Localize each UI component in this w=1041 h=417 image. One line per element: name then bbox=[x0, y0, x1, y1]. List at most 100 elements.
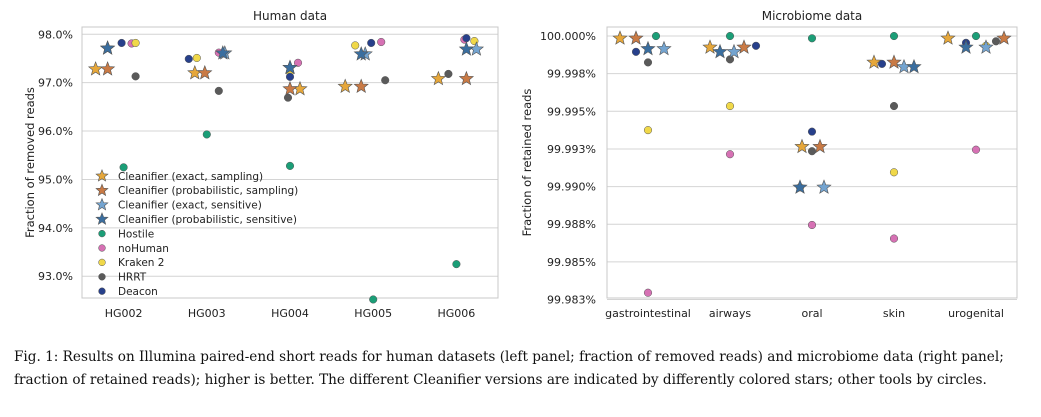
data-point-star-cs bbox=[712, 43, 728, 59]
data-point-star-cp bbox=[353, 78, 369, 94]
y-tick-label: 95.0% bbox=[38, 173, 73, 186]
legend-label-nh: noHuman bbox=[118, 243, 169, 255]
legend-marker-ce bbox=[95, 168, 109, 182]
y-axis-label: Fraction of retained reads bbox=[520, 89, 534, 237]
data-point-circle-nh bbox=[807, 220, 817, 230]
data-point-star-cp bbox=[996, 30, 1012, 45]
data-point-star-cx bbox=[726, 43, 742, 59]
data-point-star-ce bbox=[940, 30, 956, 45]
data-point-circle-hr bbox=[381, 76, 390, 85]
legend-label-ho: Hostile bbox=[118, 228, 154, 240]
data-point-star-cx bbox=[978, 39, 994, 54]
y-tick-label: 97.0% bbox=[38, 77, 73, 90]
data-point-circle-nh bbox=[725, 150, 735, 159]
data-point-star-cp bbox=[736, 39, 752, 54]
y-tick-label: 99.985% bbox=[547, 256, 596, 269]
data-point-circle-ho bbox=[651, 31, 661, 41]
data-point-circle-ho bbox=[889, 31, 899, 41]
legend-marker-k2 bbox=[98, 258, 106, 267]
y-tick-label: 99.993% bbox=[547, 143, 596, 156]
data-point-star-cs bbox=[353, 46, 369, 61]
data-point-star-cp bbox=[458, 70, 475, 86]
data-point-circle-k2 bbox=[192, 53, 201, 63]
data-point-star-cp bbox=[99, 61, 116, 76]
data-point-circle-nh bbox=[971, 145, 981, 154]
legend-label-de: Deacon bbox=[118, 286, 158, 298]
data-point-circle-de bbox=[462, 34, 471, 43]
y-tick-label: 99.988% bbox=[547, 218, 596, 231]
data-point-circle-hr bbox=[131, 72, 140, 81]
plot-frame bbox=[81, 26, 499, 299]
chart-title: Human data bbox=[253, 9, 327, 23]
data-point-circle-de bbox=[751, 41, 761, 50]
data-point-circle-hr bbox=[725, 55, 735, 64]
y-tick-label: 98.0% bbox=[38, 28, 73, 41]
y-tick-label: 96.0% bbox=[38, 125, 73, 138]
legend-label-cs: Cleanifier (probabilistic, sensitive) bbox=[118, 214, 297, 226]
x-tick-label: HG004 bbox=[271, 307, 309, 320]
data-point-circle-k2 bbox=[131, 38, 140, 48]
data-point-circle-de bbox=[184, 54, 193, 63]
data-point-circle-k2 bbox=[643, 126, 653, 135]
y-tick-label: 99.990% bbox=[547, 181, 596, 194]
data-point-circle-ho bbox=[202, 130, 211, 139]
legend-marker-nh bbox=[98, 244, 106, 252]
x-tick-label: HG005 bbox=[354, 307, 392, 320]
data-point-circle-ho bbox=[725, 31, 735, 41]
data-point-circle-nh bbox=[293, 58, 303, 67]
data-point-circle-hr bbox=[889, 101, 899, 111]
legend-label-cp: Cleanifier (probabilistic, sampling) bbox=[118, 185, 298, 197]
data-point-circle-hr bbox=[807, 147, 817, 156]
figure-caption: Fig. 1: Results on Illumina paired-end s… bbox=[14, 346, 1029, 392]
data-point-circle-k2 bbox=[351, 41, 360, 50]
data-point-circle-ho bbox=[452, 260, 461, 269]
plot-frame bbox=[606, 26, 1018, 299]
y-tick-label: 100.000% bbox=[540, 30, 596, 43]
data-point-circle-nh bbox=[889, 234, 899, 243]
data-point-star-cp bbox=[628, 30, 644, 45]
legend-label-hr: HRRT bbox=[118, 272, 147, 284]
legend-label-ce: Cleanifier (exact, sampling) bbox=[118, 171, 263, 183]
data-point-circle-hr bbox=[214, 86, 223, 95]
data-point-circle-hr bbox=[991, 37, 1001, 46]
microbiome-data-panel: 99.983% 99.985% 99.988% 99.990% 99.993% 99.99… bbox=[520, 9, 1018, 320]
data-point-circle-k2 bbox=[889, 168, 899, 177]
data-point-star-ce bbox=[866, 54, 882, 69]
data-point-circle-k2 bbox=[725, 101, 735, 111]
data-point-star-cs bbox=[99, 40, 116, 55]
data-point-circle-ho bbox=[119, 163, 128, 172]
legend-marker-de bbox=[98, 287, 106, 295]
data-point-circle-hr bbox=[643, 58, 653, 67]
figure: 93.0% 94.0% 95.0% 96.0% 97.0% 98.0% Human data… bbox=[23, 9, 1018, 320]
data-point-star-cs bbox=[958, 39, 974, 54]
data-point-circle-ho bbox=[285, 161, 295, 170]
x-tick-label: urogenital bbox=[948, 307, 1004, 320]
legend-label-k2: Kraken 2 bbox=[118, 257, 164, 269]
legend-marker-ho bbox=[98, 229, 106, 238]
data-point-circle-hr bbox=[444, 69, 453, 78]
data-point-star-cs bbox=[215, 45, 231, 60]
y-tick-label: 99.995% bbox=[547, 105, 596, 118]
data-point-circle-de bbox=[367, 38, 376, 48]
data-point-circle-de bbox=[877, 59, 887, 68]
data-point-star-ce bbox=[87, 61, 104, 76]
data-point-circle-ho bbox=[971, 31, 981, 41]
legend-label-cx: Cleanifier (exact, sensitive) bbox=[118, 200, 262, 212]
x-tick-label: HG003 bbox=[188, 307, 226, 320]
data-point-circle-de bbox=[807, 127, 817, 136]
data-point-circle-ho bbox=[807, 34, 817, 43]
data-point-circle-nh bbox=[377, 37, 386, 47]
x-tick-label: skin bbox=[883, 307, 905, 320]
data-point-star-cp bbox=[197, 64, 213, 80]
x-tick-label: HG006 bbox=[438, 307, 476, 320]
data-point-star-cs bbox=[640, 40, 656, 56]
data-point-star-ce bbox=[612, 30, 628, 45]
legend-marker-cx bbox=[95, 197, 109, 211]
x-tick-label: gastrointestinal bbox=[605, 307, 691, 320]
data-point-star-cp bbox=[886, 54, 902, 69]
y-tick-label: 99.983% bbox=[547, 294, 596, 307]
data-point-star-ce bbox=[794, 138, 810, 154]
data-point-star-ce bbox=[430, 70, 447, 86]
data-point-circle-de bbox=[285, 72, 295, 81]
data-point-star-cs bbox=[458, 41, 475, 56]
